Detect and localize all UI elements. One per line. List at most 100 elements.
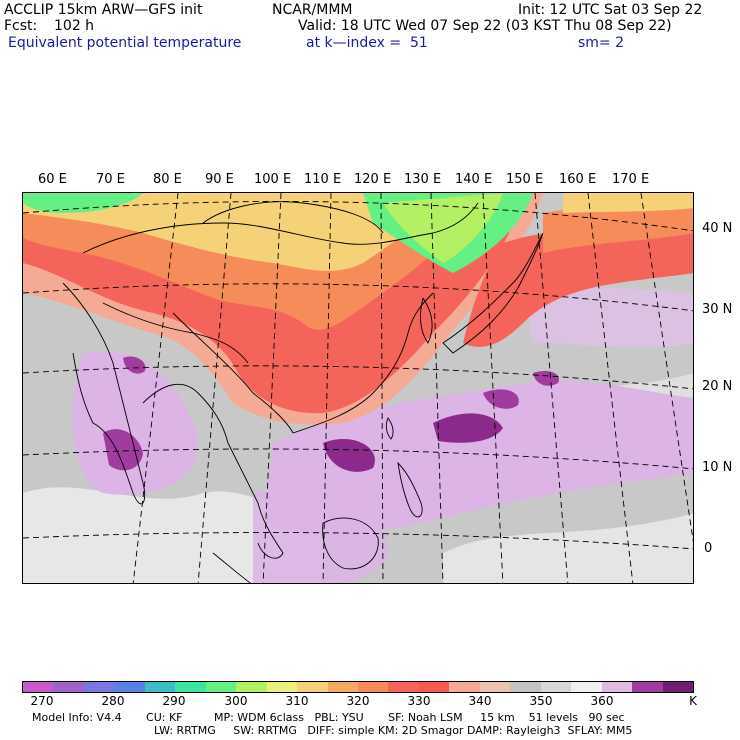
field-purple-core bbox=[483, 389, 519, 409]
meridian-110e bbox=[322, 193, 332, 583]
colorbar-label: 300 bbox=[224, 694, 248, 708]
colorbar-label: 320 bbox=[346, 694, 370, 708]
parallel-20n bbox=[23, 365, 693, 390]
colorbar-swatch bbox=[571, 682, 602, 692]
colorbar-swatch bbox=[449, 682, 480, 692]
field-white-patch bbox=[23, 487, 323, 583]
coastline-korea bbox=[420, 297, 433, 344]
field-purple-core bbox=[123, 356, 146, 374]
colorbar-swatch bbox=[540, 682, 572, 692]
colorbar-label: 350 bbox=[529, 694, 553, 708]
colorbar-label: 310 bbox=[285, 694, 309, 708]
colorbar-swatch bbox=[53, 682, 84, 692]
field-lavender-region bbox=[523, 287, 693, 348]
colorbar-label: 280 bbox=[101, 694, 125, 708]
coastline-borneo bbox=[322, 517, 379, 570]
lon-label-60e: 60 E bbox=[38, 172, 67, 187]
lon-label-170e: 170 E bbox=[612, 172, 650, 187]
colorbar-swatch bbox=[114, 682, 145, 692]
model-info-line1: Model Info: V4.4 CU: KF MP: WDM 6class P… bbox=[32, 711, 625, 724]
smoothing-info: sm= 2 bbox=[578, 35, 625, 51]
lon-label-120e: 120 E bbox=[354, 172, 392, 187]
colorbar-swatch bbox=[662, 682, 693, 692]
border-mongolia bbox=[202, 201, 384, 234]
lon-label-140e: 140 E bbox=[455, 172, 493, 187]
equivalent-potential-temperature-map bbox=[22, 192, 694, 584]
colorbar-label: 330 bbox=[407, 694, 431, 708]
lon-label-100e: 100 E bbox=[254, 172, 292, 187]
field-lightgreen-region bbox=[383, 193, 503, 263]
parallel-40n bbox=[23, 201, 693, 232]
colorbar-swatch bbox=[388, 682, 419, 692]
colorbar-swatch bbox=[632, 682, 663, 692]
colorbar-label: 270 bbox=[30, 694, 54, 708]
meridian-160e bbox=[587, 193, 634, 583]
lat-label-30n: 30 N bbox=[702, 302, 733, 317]
meridian-150e bbox=[534, 193, 569, 583]
coastline-china-east bbox=[292, 292, 434, 434]
lat-label-10n: 10 N bbox=[702, 460, 733, 475]
field-purple-core bbox=[533, 371, 559, 386]
lon-label-90e: 90 E bbox=[205, 172, 234, 187]
meridian-90e bbox=[197, 193, 232, 583]
colorbar-swatch bbox=[175, 682, 206, 692]
border-china-north bbox=[82, 202, 479, 254]
lat-label-20n: 20 N bbox=[702, 379, 733, 394]
valid-time: Valid: 18 UTC Wed 07 Sep 22 (03 KST Thu … bbox=[298, 18, 672, 34]
field-lavender-region bbox=[253, 490, 389, 583]
coastlines bbox=[62, 201, 544, 583]
parallel-0 bbox=[23, 532, 693, 550]
field-yellow-band bbox=[563, 193, 693, 213]
lon-label-110e: 110 E bbox=[304, 172, 342, 187]
border-himalaya bbox=[102, 302, 249, 364]
colorbar-swatch bbox=[479, 682, 511, 692]
lon-label-150e: 150 E bbox=[506, 172, 544, 187]
graticule bbox=[23, 193, 693, 583]
coastline-india bbox=[62, 282, 146, 505]
meridian-80e bbox=[132, 193, 179, 583]
field-red-band bbox=[463, 223, 693, 347]
colorbar-swatch bbox=[83, 682, 115, 692]
field-name: Equivalent potential temperature bbox=[8, 35, 242, 51]
colorbar-swatch bbox=[236, 682, 267, 692]
coastline-japan bbox=[442, 232, 544, 354]
meridian-100e bbox=[262, 193, 282, 583]
field-yellow-region bbox=[23, 193, 443, 271]
parallel-10n bbox=[23, 448, 693, 470]
colorbar-label: 360 bbox=[590, 694, 614, 708]
colorbar-swatch bbox=[266, 682, 298, 692]
field-purple-core bbox=[103, 429, 143, 471]
field-purple-core bbox=[433, 413, 503, 443]
colorbar-swatch bbox=[23, 682, 54, 692]
coastline-philippines bbox=[397, 461, 423, 518]
init-time: Init: 12 UTC Sat 03 Sep 22 bbox=[518, 2, 703, 18]
colorbar-swatch bbox=[205, 682, 237, 692]
meridian-130e bbox=[430, 193, 444, 583]
colorbar bbox=[22, 681, 694, 693]
colorbar-label: 340 bbox=[468, 694, 492, 708]
lon-label-80e: 80 E bbox=[153, 172, 182, 187]
colorbar-swatch bbox=[510, 682, 541, 692]
lon-label-130e: 130 E bbox=[404, 172, 442, 187]
coastline-sumatra bbox=[212, 552, 252, 583]
colorbar-unit: K bbox=[689, 694, 697, 708]
field-purple-core bbox=[323, 439, 375, 472]
colorbar-swatch bbox=[357, 682, 389, 692]
field-green-region bbox=[23, 193, 143, 213]
colorbar-label: 290 bbox=[162, 694, 186, 708]
meridian-120e bbox=[380, 193, 384, 583]
forecast-label: Fcst: bbox=[4, 18, 38, 34]
lon-label-70e: 70 E bbox=[96, 172, 125, 187]
meridian-170e bbox=[640, 193, 693, 543]
colorbar-swatch bbox=[418, 682, 450, 692]
model-info-line2: LW: RRTMG SW: RRTMG DIFF: simple KM: 2D … bbox=[154, 724, 633, 737]
colorbar-swatch bbox=[297, 682, 328, 692]
colorbar-swatch bbox=[601, 682, 633, 692]
lat-label-0: 0 bbox=[704, 541, 713, 556]
coastline-taiwan bbox=[385, 417, 394, 440]
field-orange-band bbox=[543, 203, 693, 253]
coastline-bay-of-bengal bbox=[142, 383, 229, 444]
colorbar-swatch bbox=[144, 682, 176, 692]
lat-label-40n: 40 N bbox=[702, 221, 733, 236]
lon-label-160e: 160 E bbox=[559, 172, 597, 187]
